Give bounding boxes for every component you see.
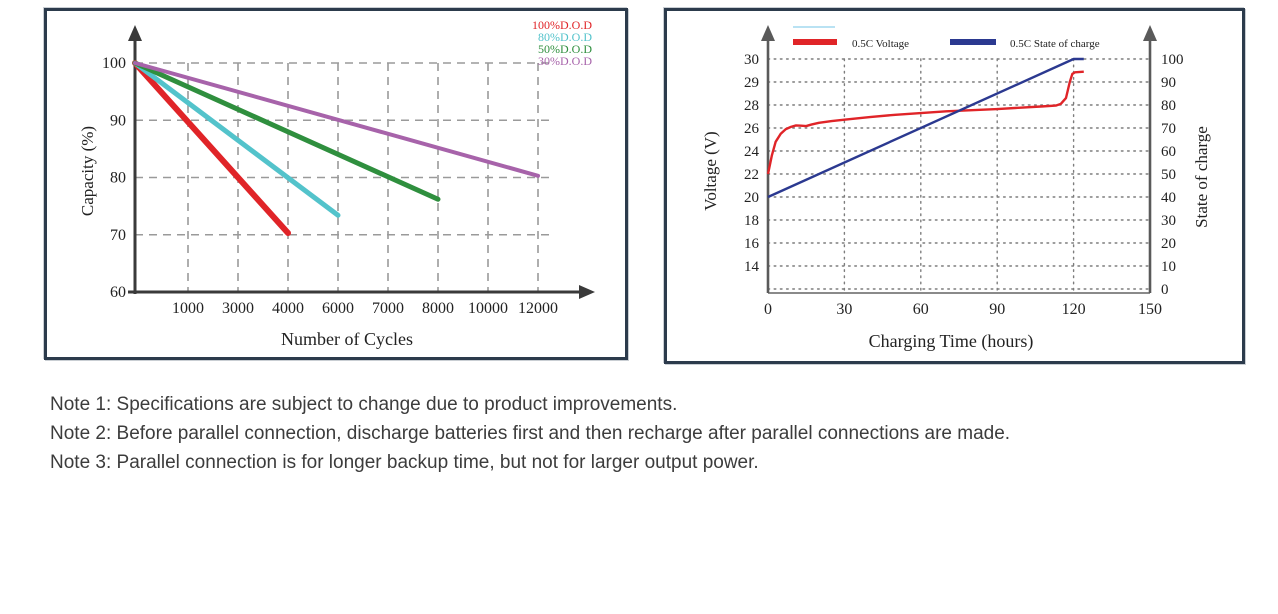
svg-text:40: 40 — [1161, 190, 1176, 206]
svg-text:70: 70 — [1161, 121, 1176, 137]
axes — [128, 25, 595, 299]
svg-text:90: 90 — [110, 112, 126, 129]
svg-text:0.5C Voltage: 0.5C Voltage — [852, 38, 909, 50]
svg-text:1000: 1000 — [172, 300, 204, 317]
data-series — [132, 60, 540, 237]
charge-characteristics-chart: 3029282624222018161410090807060504030201… — [701, 25, 1211, 352]
svg-text:22: 22 — [744, 167, 759, 183]
svg-text:30%D.O.D: 30%D.O.D — [538, 54, 592, 68]
svg-text:24: 24 — [744, 144, 760, 160]
svg-text:28: 28 — [744, 98, 759, 114]
svg-text:30: 30 — [744, 52, 759, 68]
notes-block: Note 1: Specifications are subject to ch… — [50, 390, 1230, 477]
svg-text:30: 30 — [1161, 213, 1176, 229]
gridlines — [135, 62, 553, 292]
svg-text:100%D.O.D: 100%D.O.D — [532, 18, 592, 32]
axes — [761, 25, 1157, 294]
legend: 100%D.O.D80%D.O.D50%D.O.D30%D.O.D — [532, 18, 592, 68]
svg-text:90: 90 — [989, 301, 1005, 318]
svg-text:50: 50 — [1161, 167, 1176, 183]
svg-text:29: 29 — [744, 75, 759, 91]
svg-text:80%D.O.D: 80%D.O.D — [538, 30, 592, 44]
svg-text:60: 60 — [1161, 144, 1176, 160]
x-axis-title: Number of Cycles — [281, 329, 413, 349]
svg-text:100: 100 — [102, 55, 126, 72]
data-series — [766, 57, 1084, 199]
svg-text:16: 16 — [744, 236, 760, 252]
svg-text:14: 14 — [744, 259, 760, 275]
note-1: Note 1: Specifications are subject to ch… — [50, 394, 678, 415]
svg-text:10: 10 — [1161, 259, 1176, 275]
svg-text:18: 18 — [744, 213, 759, 229]
svg-text:0.5C State of charge: 0.5C State of charge — [1010, 38, 1100, 50]
axis-titles: Capacity (%) Number of Cycles — [78, 126, 413, 349]
svg-text:6000: 6000 — [322, 300, 354, 317]
note-3: Note 3: Parallel connection is for longe… — [50, 452, 759, 473]
left-axis-title: Voltage (V) — [701, 131, 720, 210]
svg-text:80: 80 — [110, 170, 126, 187]
tick-labels: 3029282624222018161410090807060504030201… — [744, 52, 1184, 318]
svg-text:26: 26 — [744, 121, 760, 137]
svg-text:30: 30 — [836, 301, 852, 318]
svg-text:80: 80 — [1161, 98, 1176, 114]
svg-text:150: 150 — [1138, 301, 1162, 318]
gridlines — [767, 58, 1151, 294]
svg-text:20: 20 — [744, 190, 759, 206]
svg-text:70: 70 — [110, 227, 126, 244]
svg-text:3000: 3000 — [222, 300, 254, 317]
charge-characteristics-chart-panel: 30 29 28 26 24 22 20 18 16 14 100 90 80 70 60 50 40 30 20 1… — [664, 8, 1245, 364]
note-2: Note 2: Before parallel connection, disc… — [50, 423, 1011, 444]
axis-titles: Voltage (V) State of charge Charging Time … — [701, 126, 1211, 352]
x-axis-title: Charging Time (hours) — [869, 331, 1034, 352]
svg-text:0: 0 — [764, 301, 772, 318]
svg-text:60: 60 — [110, 284, 126, 301]
svg-text:7000: 7000 — [372, 300, 404, 317]
svg-text:10000: 10000 — [468, 300, 508, 317]
svg-text:90: 90 — [1161, 75, 1176, 91]
svg-text:0: 0 — [1161, 282, 1169, 298]
svg-text:60: 60 — [913, 301, 929, 318]
svg-text:50%D.O.D: 50%D.O.D — [538, 42, 592, 56]
svg-text:120: 120 — [1062, 301, 1086, 318]
right-axis-title: State of charge — [1192, 126, 1211, 228]
svg-text:4000: 4000 — [272, 300, 304, 317]
legend: 0.5C Voltage 0.5C State of charge — [793, 26, 1100, 50]
tick-labels: 60 70 80 90 100 1000 3000 4000 6000 7000 8000 10000… — [102, 55, 558, 317]
svg-text:8000: 8000 — [422, 300, 454, 317]
cycle-life-chart: 60 70 80 90 100 1000 3000 4000 6000 7000 8000 10000… — [78, 18, 595, 349]
y-axis-title: Capacity (%) — [78, 126, 97, 216]
svg-text:20: 20 — [1161, 236, 1176, 252]
svg-text:100: 100 — [1161, 52, 1184, 68]
cycle-life-chart-panel: 60 70 80 90 100 1000 3000 4000 6000 7000 8000 10000… — [44, 8, 628, 360]
svg-text:12000: 12000 — [518, 300, 558, 317]
